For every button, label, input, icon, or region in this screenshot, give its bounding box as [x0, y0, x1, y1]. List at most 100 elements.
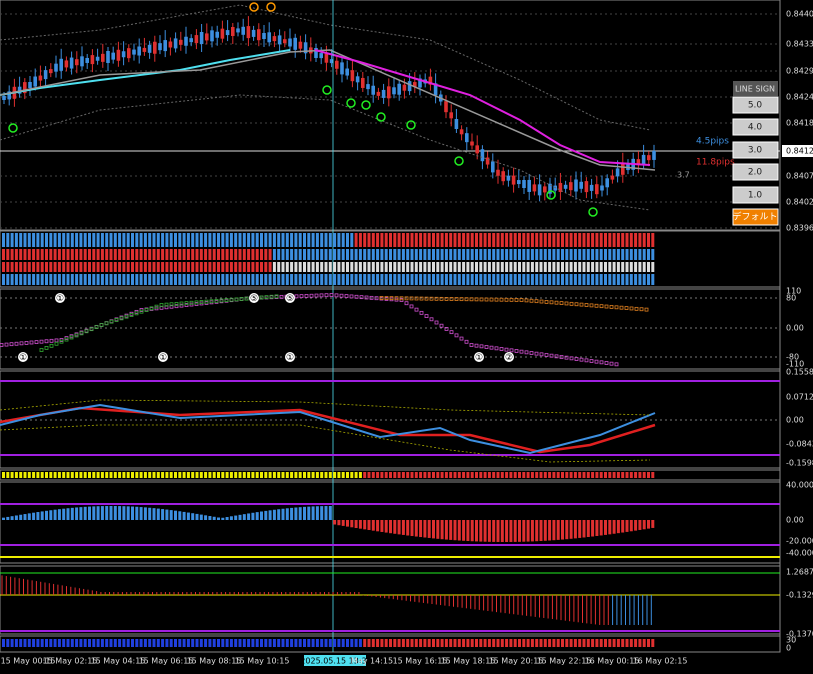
strip-bar [229, 249, 233, 260]
line-sign-button[interactable]: デフォルト [732, 208, 779, 226]
strip-bar [264, 639, 268, 647]
osc-dot [614, 362, 619, 367]
strip-bar [264, 249, 268, 260]
hist-bar [354, 520, 358, 528]
strip-bar [234, 639, 238, 647]
candle [574, 179, 578, 192]
strip-bar [629, 639, 633, 647]
strip-bar [100, 472, 104, 478]
line-sign-button[interactable]: 5.0 [732, 96, 779, 114]
strip-bar [109, 639, 113, 647]
osc-dot [419, 310, 424, 315]
strip-bar [105, 274, 109, 285]
strip-bar [479, 249, 483, 260]
strip-bar [264, 233, 268, 247]
strip-bar [573, 472, 577, 478]
strip-bar [75, 233, 79, 247]
strip-bar [406, 274, 410, 285]
strip-bar [341, 249, 345, 260]
osc-dot [139, 309, 144, 314]
candle [485, 157, 490, 165]
candle [428, 76, 433, 85]
strip-bar [169, 233, 173, 247]
strip-bar [647, 262, 650, 272]
osc-dot [424, 296, 429, 301]
strip-bar [328, 233, 332, 247]
strip-bar [234, 233, 238, 247]
strip-bar [277, 274, 281, 285]
strip-bar [496, 233, 500, 247]
strip-bar [616, 233, 620, 247]
signal-dot [346, 98, 356, 108]
trend-label: 0.15582 [786, 368, 813, 377]
strip-bar [346, 639, 349, 647]
hist-bar [100, 506, 104, 520]
strip-bar [376, 233, 380, 247]
strip-bar [182, 262, 186, 272]
strip-bar [186, 639, 190, 647]
strip-bar [36, 472, 40, 478]
strip-bar [483, 262, 487, 272]
strip-bar [341, 274, 345, 285]
strip-bar [496, 262, 500, 272]
strip-bar [522, 249, 526, 260]
strip-bar [539, 639, 543, 647]
signal-dot [8, 123, 18, 133]
strip-bar [212, 249, 216, 260]
strip-bar [496, 274, 500, 285]
strip-bar [629, 472, 633, 478]
strip-bar [432, 472, 435, 478]
strip-bar [513, 249, 517, 260]
osc-dot [544, 353, 549, 357]
price-label: 0.84405 [786, 10, 813, 19]
strip-bar [384, 639, 388, 647]
strip-bar [453, 472, 457, 478]
strip-bar [79, 262, 83, 272]
hist-bar [539, 520, 543, 542]
candle [236, 28, 240, 33]
osc-dot [579, 357, 584, 362]
strip-bar [251, 274, 255, 285]
strip-bar [337, 262, 341, 272]
strip-bar [109, 262, 113, 272]
strip-bar [96, 472, 100, 478]
strip-bar [70, 262, 74, 272]
hist-bar [573, 520, 577, 539]
hist-bar [36, 512, 40, 520]
strip-bar [62, 472, 66, 478]
strip-bar [535, 274, 539, 285]
strip-bar [522, 233, 526, 247]
osc-dot [114, 318, 119, 322]
strip-bar [586, 472, 590, 478]
osc-sign-bg [504, 352, 514, 362]
candle [402, 84, 407, 91]
strip-bar [638, 262, 642, 272]
strip-bar [612, 274, 616, 285]
strip-bar [298, 274, 302, 285]
osc-dot [164, 302, 169, 307]
osc-dot [169, 304, 174, 309]
strip-bar [367, 262, 371, 272]
hist-bar [234, 515, 238, 520]
signal-dot [249, 2, 259, 12]
hist-bar [268, 510, 272, 520]
line-sign-button[interactable]: 4.0 [732, 118, 779, 136]
osc-dot [189, 300, 194, 305]
strip-bar [363, 262, 367, 272]
strip-bar [92, 249, 96, 260]
line-sign-button[interactable]: 3.0 [732, 141, 779, 159]
strip-bar [410, 233, 414, 247]
line-sign-button[interactable]: 2.0 [732, 163, 779, 181]
osc-dot [14, 341, 19, 346]
strip-bar [526, 274, 530, 285]
strip-bar [427, 233, 431, 247]
osc-dot [239, 297, 244, 301]
strip-bar [578, 262, 582, 272]
candle [85, 57, 89, 63]
strip-bar [500, 249, 504, 260]
line-sign-button[interactable]: 1.0 [732, 186, 779, 204]
strip-bar [36, 262, 40, 272]
hist-bar [397, 520, 401, 535]
strip-bar [191, 639, 195, 647]
strip-bar [380, 249, 384, 260]
